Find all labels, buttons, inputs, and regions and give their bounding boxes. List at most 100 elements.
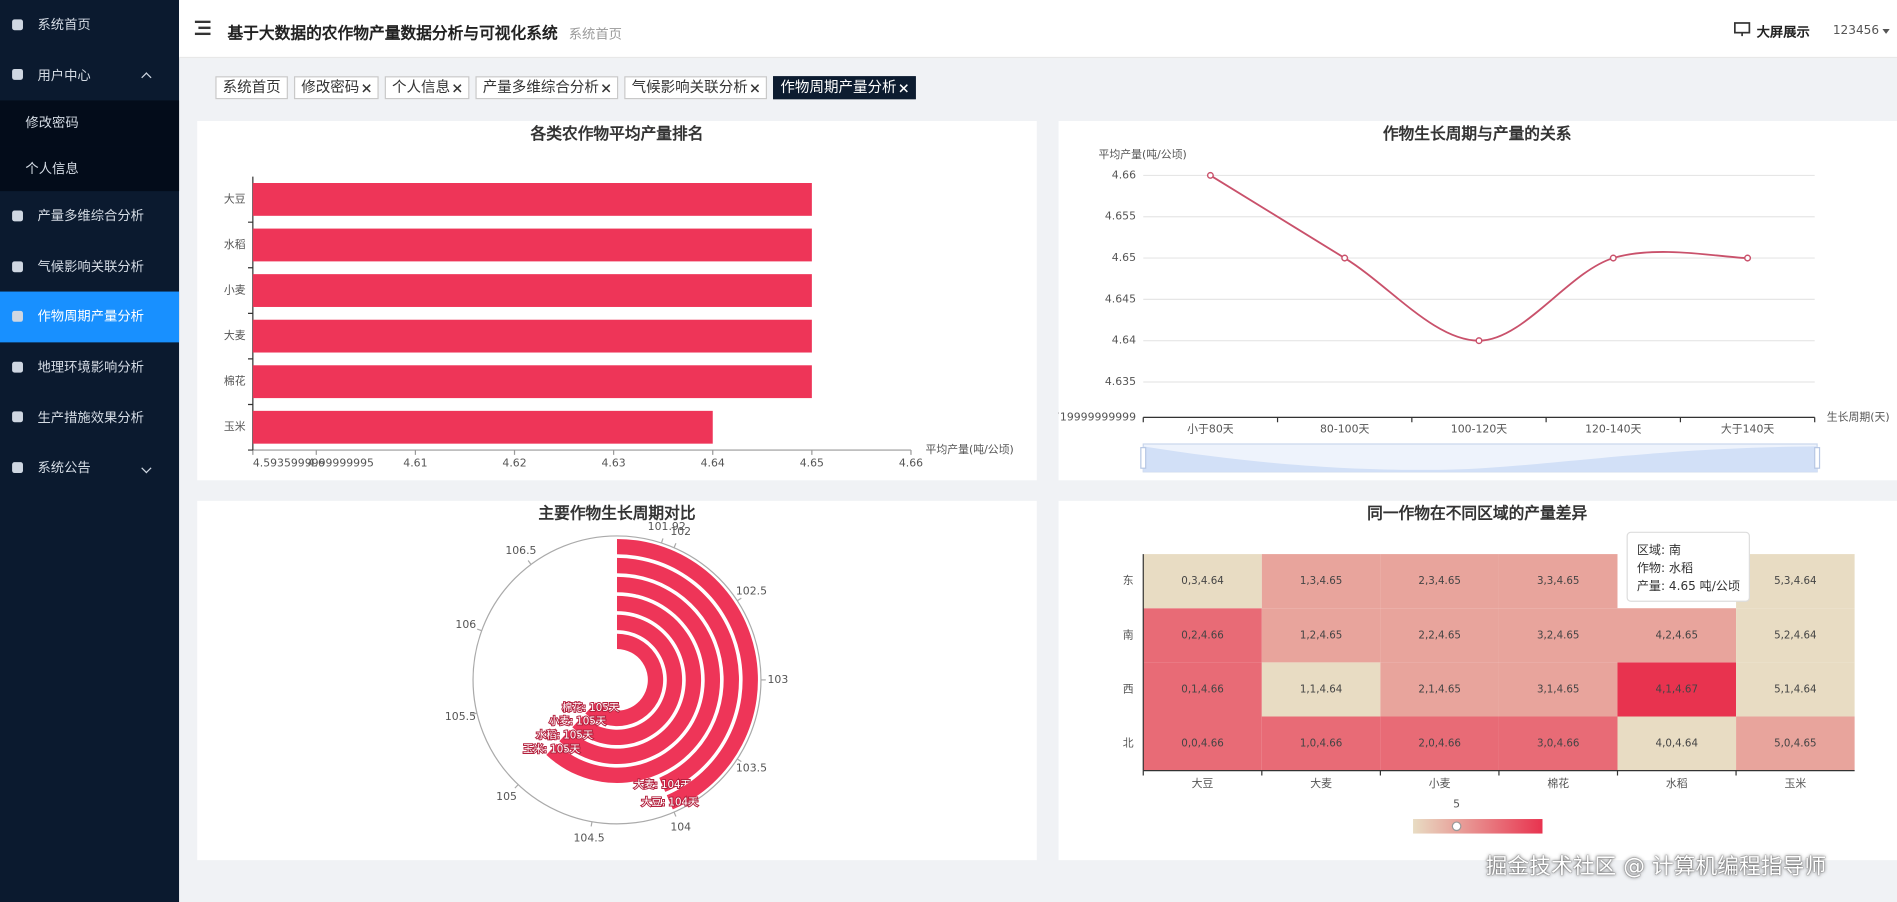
- heat-cell: [1143, 716, 1262, 771]
- breadcrumb[interactable]: 系统首页: [568, 26, 622, 43]
- bar: [252, 183, 812, 216]
- menu-label: 系统公告: [37, 459, 91, 476]
- menu-item[interactable]: 生产措施效果分析: [0, 393, 179, 443]
- cell-label: 2,2,4.65: [1418, 629, 1460, 641]
- cell-label: 0,3,4.64: [1181, 575, 1223, 587]
- x-tick-label: 玉米: [1784, 777, 1806, 790]
- angle-tick-label: 106.5: [505, 544, 536, 557]
- tooltip-line: 产量: 4.65 吨/公顷: [1637, 579, 1740, 593]
- angle-tick-label: 102: [670, 525, 691, 538]
- menu-label: 产量多维综合分析: [37, 208, 144, 225]
- menu-item[interactable]: 气候影响关联分析: [0, 242, 179, 292]
- cell-label: 2,0,4.66: [1418, 738, 1460, 750]
- watermark: 掘金技术社区 @ 计算机编程指导师: [1485, 854, 1827, 880]
- tab-close[interactable]: [899, 83, 909, 93]
- heat-cell: [1380, 608, 1499, 663]
- tick-mark: [472, 712, 478, 715]
- menu-item[interactable]: 地理环境影响分析: [0, 342, 179, 392]
- menu-item[interactable]: 作物周期产量分析: [0, 292, 180, 343]
- cell-label: 0,2,4.66: [1181, 629, 1223, 641]
- value-label: 小麦: 105天: [549, 716, 606, 728]
- tab[interactable]: 个人信息: [384, 76, 470, 100]
- tab-close[interactable]: [601, 83, 611, 93]
- heat-cell: [1380, 554, 1499, 609]
- tab[interactable]: 产量多维综合分析: [475, 76, 619, 100]
- y-axis-name: 平均产量(吨/公顷): [1098, 147, 1186, 161]
- cell-label: 4,0,4.64: [1656, 738, 1698, 750]
- y-tick-label: 棉花: [224, 374, 246, 388]
- x-tick-label: 4.62: [502, 456, 526, 469]
- x-tick-label: 大于140天: [1721, 421, 1775, 435]
- x-tick-label: 100-120天: [1451, 422, 1507, 435]
- tooltip-line: 区域: 南: [1637, 542, 1681, 557]
- bar: [252, 365, 812, 399]
- angle-tick-label: 101.92: [648, 520, 686, 533]
- cell-label: 0,1,4.66: [1181, 683, 1223, 695]
- close-stroke: [362, 83, 371, 92]
- x-tick-label: 大豆: [1192, 776, 1214, 790]
- user-caret: [1882, 29, 1890, 34]
- zoom-handle: [1140, 447, 1147, 469]
- menu-item[interactable]: 产量多维综合分析: [0, 191, 179, 241]
- y-tick-label: 4.64: [1112, 334, 1136, 347]
- angle-tick-label: 105: [496, 790, 517, 803]
- tab-label: 作物周期产量分析: [780, 78, 897, 96]
- ring-bar: [572, 614, 683, 746]
- y-tick-label: 小麦: [224, 284, 246, 297]
- chart-title: 作物生长周期与产量的关系: [1383, 124, 1572, 143]
- visual-map-handle: [1451, 821, 1462, 832]
- tab[interactable]: 气候影响关联分析: [624, 76, 768, 100]
- menu-item[interactable]: 系统公告: [0, 443, 179, 493]
- cell-label: 2,3,4.65: [1418, 575, 1460, 587]
- heat-cell: [1261, 608, 1381, 663]
- ring-bar: [585, 633, 664, 727]
- panel: 各类农作物平均产量排名 4.5935999999999995 4.6 4.61 4.62…: [197, 120, 1037, 481]
- panel: 作物生长周期与产量的关系 平均产量(吨/公顷) 719999999999 4.635 4…: [1053, 120, 1897, 481]
- tab[interactable]: 修改密码: [294, 76, 379, 100]
- heat-cell: [1498, 554, 1618, 609]
- x-tick-label: 4.63: [602, 456, 626, 469]
- heat-cell: [1498, 716, 1618, 771]
- menu-item[interactable]: 系统首页: [0, 0, 179, 50]
- x-tick-label: 4.61: [403, 456, 427, 469]
- heat-cell: [1736, 554, 1855, 609]
- x-tick-label: 120-140天: [1585, 422, 1641, 435]
- heat-cell: [1498, 662, 1618, 717]
- bigscreen-link[interactable]: 大屏展示: [1756, 24, 1810, 40]
- tick-mark: [527, 560, 532, 565]
- menu-toggle[interactable]: [194, 20, 212, 36]
- menu-item[interactable]: 用户中心: [0, 50, 179, 100]
- cell-label: 0,0,4.66: [1181, 738, 1223, 750]
- cell-label: 1,1,4.64: [1300, 683, 1342, 695]
- y-tick-label: 北: [1123, 737, 1134, 750]
- close-stroke: [453, 83, 462, 92]
- submenu-item[interactable]: 修改密码: [0, 100, 180, 147]
- tab[interactable]: 系统首页: [215, 76, 288, 100]
- tab-label: 修改密码: [301, 78, 360, 96]
- close-stroke: [899, 83, 908, 92]
- menu-caret: [141, 72, 152, 84]
- cell-label: 4,2,4.65: [1656, 629, 1698, 641]
- tab-close[interactable]: [362, 83, 372, 93]
- chart-title: 同一作物在不同区域的产量差异: [1367, 504, 1587, 523]
- visual-map-label: 5: [1453, 798, 1460, 811]
- cell-label: 5,3,4.64: [1774, 575, 1816, 587]
- user-menu[interactable]: 123456: [1832, 24, 1880, 38]
- tab[interactable]: 作物周期产量分析: [773, 76, 916, 100]
- menu-icon: [12, 311, 23, 323]
- close-stroke: [602, 83, 611, 92]
- y-tick-label: 4.66: [1112, 168, 1136, 181]
- menu-label: 系统首页: [37, 16, 91, 33]
- cell-label: 1,3,4.65: [1300, 575, 1342, 587]
- tick-mark: [673, 543, 677, 548]
- submenu-item[interactable]: 个人信息: [0, 146, 180, 192]
- tab-close[interactable]: [453, 83, 463, 93]
- x-axis-name: 生长周期(天): [1827, 409, 1890, 423]
- angle-tick-label: 104: [670, 821, 691, 834]
- tab-close[interactable]: [750, 83, 760, 93]
- chart: 同一作物在不同区域的产量差异 0,0,4.66 1,0,4.66 2,0,4.66 3,…: [1123, 504, 1855, 834]
- tooltip-line: 作物: 水稻: [1637, 561, 1693, 575]
- cell-label: 4,1,4.67: [1656, 683, 1698, 695]
- cell-label: 1,0,4.66: [1300, 738, 1342, 750]
